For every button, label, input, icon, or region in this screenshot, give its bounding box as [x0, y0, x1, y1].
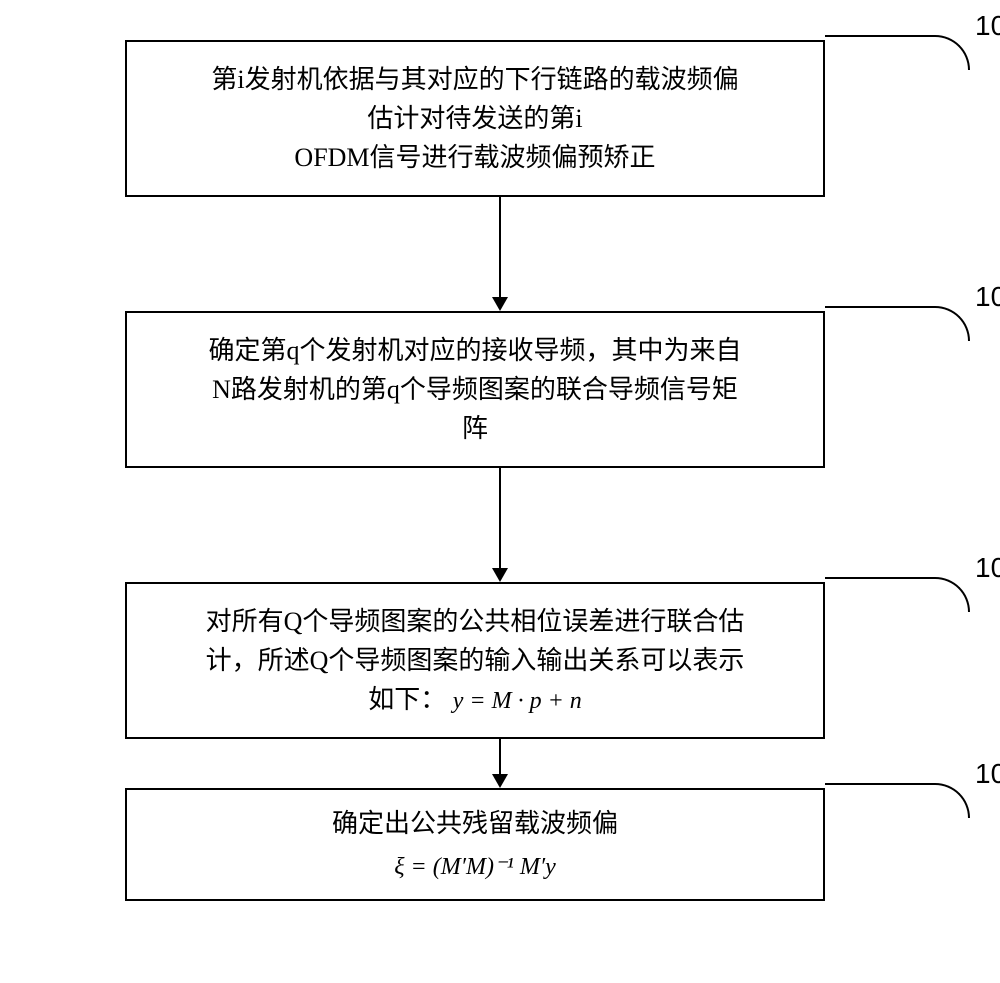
- label-1023: 1023: [975, 758, 1000, 790]
- label-connector-1022: 1022: [825, 582, 1000, 622]
- arrow-head-1: [492, 297, 508, 311]
- arrow-1: [492, 197, 508, 311]
- label-connector-1023: 1023: [825, 788, 1000, 828]
- box-wrapper-1021: 确定第q个发射机对应的接收导频，其中为来自 N路发射机的第q个导频图案的联合导频…: [75, 311, 925, 468]
- box-1023-line1: 确定出公共残留载波频偏: [167, 804, 783, 843]
- box-1022-line3: 如下：: [368, 685, 446, 714]
- arrow-line-1: [499, 197, 501, 297]
- box-1021-line3: 阵: [167, 409, 783, 448]
- label-line-101: [825, 35, 970, 70]
- label-connector-101: 101: [825, 40, 1000, 80]
- box-wrapper-101: 第i发射机依据与其对应的下行链路的载波频偏 估计对待发送的第i OFDM信号进行…: [75, 40, 925, 197]
- box-101-line3: OFDM信号进行载波频偏预矫正: [167, 138, 783, 177]
- box-wrapper-1023: 确定出公共残留载波频偏 ξ = (M′M)⁻¹ M′y 1023: [75, 788, 925, 901]
- flowchart-container: 第i发射机依据与其对应的下行链路的载波频偏 估计对待发送的第i OFDM信号进行…: [75, 40, 925, 901]
- arrow-head-2: [492, 568, 508, 582]
- box-101-line2: 估计对待发送的第i: [167, 99, 783, 138]
- box-1022-line1: 对所有Q个导频图案的公共相位误差进行联合估: [167, 602, 783, 641]
- arrow-2: [492, 468, 508, 582]
- box-101-line1: 第i发射机依据与其对应的下行链路的载波频偏: [167, 60, 783, 99]
- box-101: 第i发射机依据与其对应的下行链路的载波频偏 估计对待发送的第i OFDM信号进行…: [125, 40, 825, 197]
- box-1021-line2: N路发射机的第q个导频图案的联合导频信号矩: [167, 370, 783, 409]
- label-line-1021: [825, 306, 970, 341]
- box-1021-line1: 确定第q个发射机对应的接收导频，其中为来自: [167, 331, 783, 370]
- box-1022-line2: 计，所述Q个导频图案的输入输出关系可以表示: [167, 641, 783, 680]
- box-1023-formula: ξ = (M′M)⁻¹ M′y: [167, 849, 783, 885]
- label-101: 101: [975, 10, 1000, 42]
- box-1022-formula: y = M · p + n: [453, 688, 582, 714]
- arrow-head-3: [492, 774, 508, 788]
- label-connector-1021: 1021: [825, 311, 1000, 351]
- label-1022: 1022: [975, 552, 1000, 584]
- label-line-1022: [825, 577, 970, 612]
- arrow-line-2: [499, 468, 501, 568]
- box-1021: 确定第q个发射机对应的接收导频，其中为来自 N路发射机的第q个导频图案的联合导频…: [125, 311, 825, 468]
- box-wrapper-1022: 对所有Q个导频图案的公共相位误差进行联合估 计，所述Q个导频图案的输入输出关系可…: [75, 582, 925, 739]
- box-1023: 确定出公共残留载波频偏 ξ = (M′M)⁻¹ M′y: [125, 788, 825, 901]
- label-line-1023: [825, 783, 970, 818]
- label-1021: 1021: [975, 281, 1000, 313]
- arrow-3: [492, 739, 508, 788]
- box-1022: 对所有Q个导频图案的公共相位误差进行联合估 计，所述Q个导频图案的输入输出关系可…: [125, 582, 825, 739]
- arrow-line-3: [499, 739, 501, 774]
